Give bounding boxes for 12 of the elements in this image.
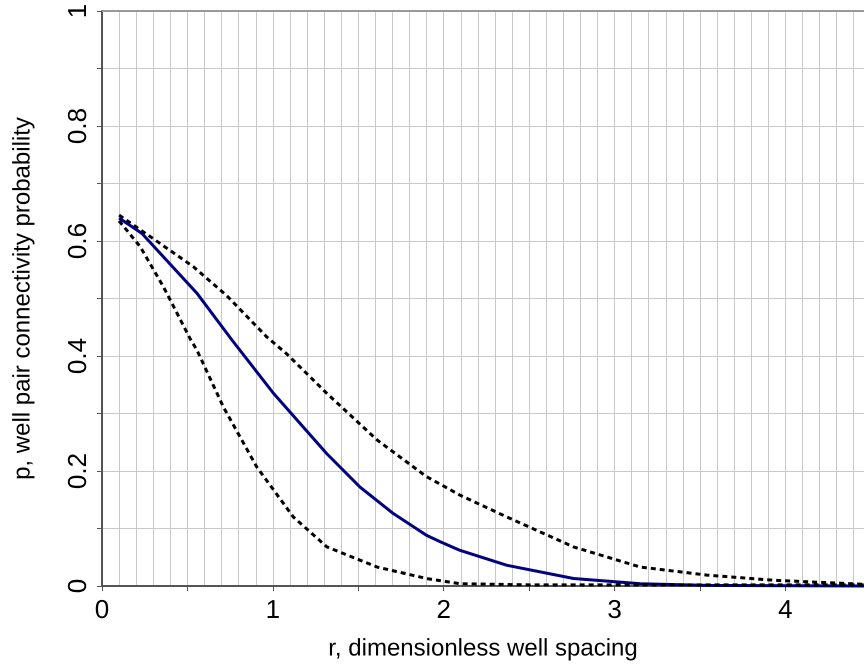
y-tick-label: 0 — [62, 578, 92, 594]
y-tick-label: 0.8 — [62, 108, 92, 144]
x-tick-label: 1 — [266, 594, 280, 624]
y-tick-label: 0.6 — [62, 222, 92, 260]
x-tick-label: 4 — [778, 594, 793, 624]
x-axis-title: r, dimensionless well spacing — [328, 634, 638, 662]
y-tick-label: 0.4 — [62, 338, 92, 374]
x-tick-label: 2 — [436, 594, 451, 624]
y-tick-label: 0.2 — [62, 452, 92, 490]
y-axis-title: p, well pair connectivity probability — [8, 117, 36, 480]
x-tick-label: 3 — [607, 594, 622, 624]
y-tick-label: 1 — [62, 4, 92, 18]
